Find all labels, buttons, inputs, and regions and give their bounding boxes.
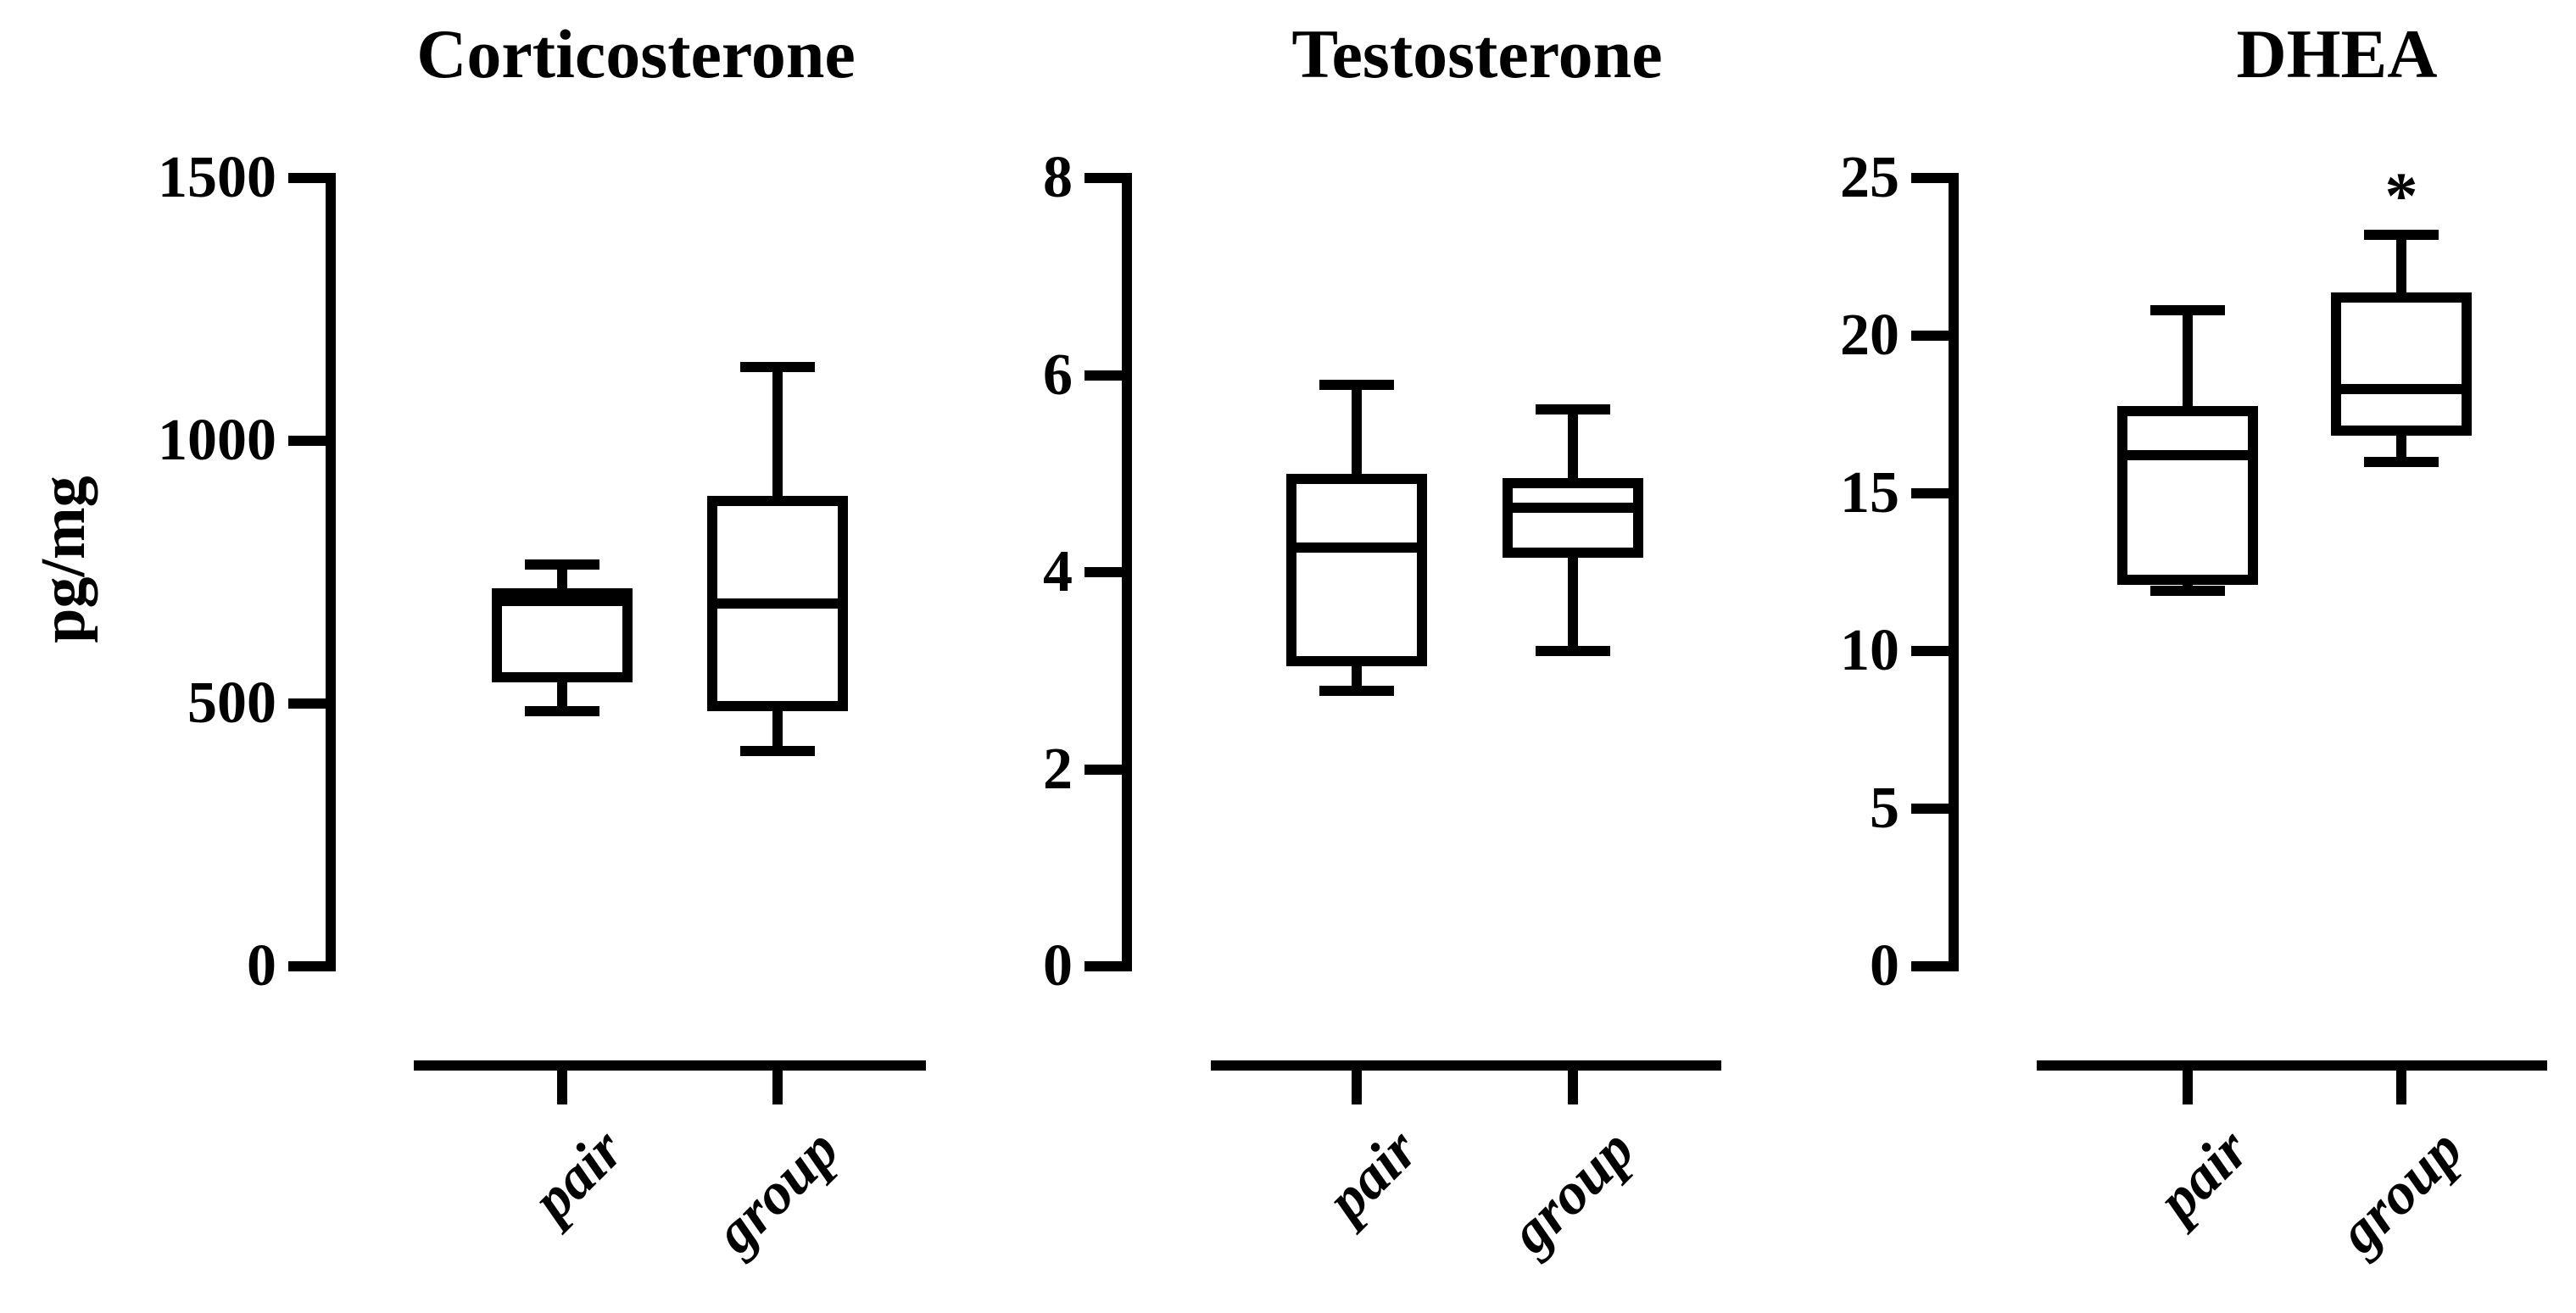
- whisker-upper-stem: [1568, 409, 1578, 484]
- y-tick-label: 1000: [158, 408, 276, 473]
- whisker-upper-cap: [2364, 229, 2439, 240]
- whisker-lower-stem: [772, 706, 783, 751]
- median-line: [1286, 542, 1427, 553]
- whisker-lower-cap: [740, 745, 815, 756]
- whisker-upper-stem: [1352, 385, 1362, 479]
- y-tick: [1911, 488, 1949, 498]
- whisker-upper-stem: [2183, 310, 2193, 412]
- x-category-label: group: [2326, 1116, 2476, 1266]
- y-tick-label: 20: [1840, 303, 1899, 368]
- whisker-lower-cap: [2150, 586, 2225, 597]
- y-axis-line: [326, 173, 336, 971]
- y-tick-label: 25: [1840, 145, 1899, 210]
- y-tick: [288, 436, 326, 446]
- y-tick-label: 0: [247, 933, 276, 999]
- x-axis-line: [414, 1060, 926, 1071]
- y-tick: [288, 961, 326, 971]
- y-tick-label: 8: [1043, 145, 1073, 210]
- x-tick: [1352, 1071, 1362, 1104]
- y-tick: [1911, 961, 1949, 971]
- box-iqr: [2117, 406, 2258, 586]
- x-axis-line: [1211, 1060, 1721, 1071]
- box-iqr: [2331, 292, 2472, 436]
- y-tick: [1911, 646, 1949, 656]
- y-tick-label: 500: [187, 670, 276, 736]
- panel-title-testosterone: Testosterone: [1291, 15, 1663, 92]
- y-tick-label: 10: [1840, 618, 1899, 683]
- y-tick: [1084, 764, 1122, 775]
- x-tick: [772, 1071, 783, 1104]
- x-category-label: pair: [2145, 1116, 2262, 1233]
- x-tick: [2183, 1071, 2193, 1104]
- whisker-lower-cap: [2364, 456, 2439, 467]
- panel-title-dhea: DHEA: [2236, 15, 2438, 92]
- y-tick: [1911, 331, 1949, 341]
- whisker-lower-stem: [1352, 660, 1362, 691]
- y-tick-label: 4: [1043, 539, 1073, 604]
- y-tick: [1084, 567, 1122, 577]
- median-line: [2117, 450, 2258, 461]
- whisker-upper-stem: [772, 367, 783, 502]
- x-axis-line: [2037, 1060, 2547, 1071]
- x-tick: [1568, 1071, 1578, 1104]
- y-tick-label: 0: [1043, 933, 1073, 999]
- panel-title-corticosterone: Corticosterone: [416, 15, 856, 92]
- whisker-lower-cap: [525, 706, 599, 717]
- y-tick-label: 1500: [158, 145, 276, 210]
- whisker-lower-stem: [557, 677, 567, 712]
- y-tick-label: 15: [1840, 460, 1899, 526]
- whisker-upper-cap: [1536, 404, 1610, 415]
- median-line: [1503, 503, 1643, 514]
- whisker-upper-cap: [1319, 380, 1394, 391]
- y-tick: [1911, 804, 1949, 814]
- whisker-lower-cap: [1536, 646, 1610, 656]
- x-category-label: group: [702, 1116, 852, 1266]
- y-tick: [1911, 173, 1949, 183]
- whisker-upper-stem: [2396, 234, 2406, 298]
- y-tick-label: 0: [1870, 933, 1899, 999]
- y-tick: [1084, 961, 1122, 971]
- whisker-lower-cap: [1319, 685, 1394, 696]
- y-tick-label: 6: [1043, 342, 1073, 408]
- y-tick-label: 2: [1043, 736, 1073, 802]
- median-line: [707, 598, 848, 609]
- y-tick: [1084, 370, 1122, 381]
- y-tick: [288, 698, 326, 709]
- x-category-label: pair: [520, 1116, 637, 1233]
- y-tick-label: 5: [1870, 776, 1899, 841]
- box-iqr: [1286, 473, 1427, 666]
- whisker-upper-cap: [2150, 305, 2225, 316]
- y-tick: [288, 173, 326, 183]
- median-line: [492, 596, 633, 607]
- y-tick: [1084, 173, 1122, 183]
- whisker-lower-stem: [2396, 430, 2406, 462]
- significance-asterisk: *: [2384, 158, 2418, 232]
- whisker-upper-cap: [525, 559, 599, 570]
- x-tick: [557, 1071, 567, 1104]
- x-category-label: group: [1497, 1116, 1648, 1266]
- x-tick: [2396, 1071, 2406, 1104]
- y-axis-line: [1122, 173, 1132, 971]
- y-axis-line: [1949, 173, 1959, 971]
- whisker-upper-stem: [557, 564, 567, 593]
- median-line: [2331, 384, 2472, 395]
- x-category-label: pair: [1314, 1116, 1431, 1233]
- whisker-upper-cap: [740, 362, 815, 373]
- whisker-lower-stem: [1568, 552, 1578, 651]
- box-iqr: [1503, 478, 1643, 558]
